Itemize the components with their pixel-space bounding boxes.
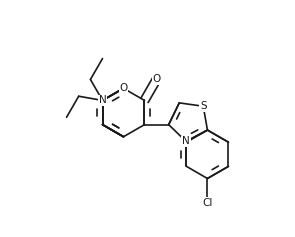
Text: O: O: [153, 74, 161, 84]
Text: N: N: [182, 137, 190, 146]
Text: N: N: [99, 96, 106, 105]
Text: S: S: [200, 101, 206, 111]
Text: Cl: Cl: [202, 198, 213, 208]
Text: O: O: [119, 83, 128, 93]
